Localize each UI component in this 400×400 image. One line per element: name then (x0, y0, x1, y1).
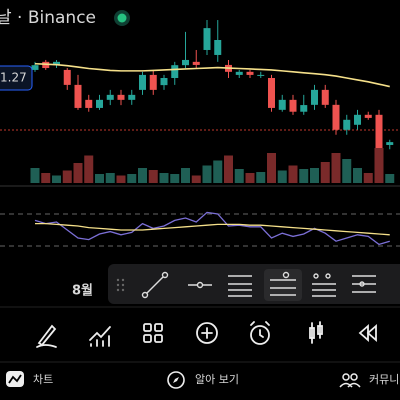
nav-label: 커뮤니 (369, 373, 399, 386)
nav-label: 알아 보기 (195, 372, 239, 386)
candle-body (203, 28, 211, 50)
candle-body (311, 89, 318, 105)
volume-bar (277, 170, 287, 183)
candle-body (321, 89, 329, 105)
volume-bar (105, 173, 115, 183)
moving-average (34, 62, 390, 88)
volume-bar (127, 174, 137, 183)
drag-handle (116, 278, 125, 292)
chart-area: 1.27 (0, 20, 400, 247)
volume-bar (299, 169, 309, 183)
volume-bar (374, 148, 384, 183)
volume-bar (267, 153, 276, 183)
rsi-average (35, 222, 390, 236)
volume-bar (245, 173, 255, 183)
candle-body (182, 59, 189, 66)
volume-bar (138, 168, 147, 183)
nav-label: 차트 (33, 373, 53, 386)
candle-body (257, 74, 265, 76)
volume-bar (30, 168, 40, 183)
fib-tool[interactable] (264, 269, 302, 301)
candle-body (278, 99, 286, 110)
candle-body (63, 69, 71, 85)
candle-body (214, 40, 222, 55)
status-dot (117, 13, 127, 23)
candle-body (106, 94, 114, 100)
volume-bar (213, 160, 223, 183)
pitchfork-tool[interactable] (312, 273, 336, 297)
volume-bar (191, 175, 201, 183)
volume-bar (52, 175, 61, 183)
price-label-box (0, 65, 33, 91)
rsi-line (34, 211, 390, 246)
replay-button[interactable] (358, 324, 377, 342)
nav-chart[interactable]: 차트 (6, 371, 53, 387)
volume-bar (310, 168, 319, 183)
candle-body (246, 71, 254, 75)
candle-body (117, 94, 125, 100)
candle-body (171, 65, 179, 78)
candle-body (96, 99, 103, 108)
gann-tool[interactable] (352, 275, 376, 293)
volume-bar (385, 174, 395, 183)
price-label: 1.27 (0, 71, 27, 85)
volume-bar (288, 165, 298, 183)
candle-body (128, 94, 136, 100)
trend-line-tool[interactable] (141, 271, 169, 299)
candle-body (289, 99, 297, 112)
volume-bar (256, 172, 266, 183)
volume-bar (148, 170, 158, 183)
candle-body (268, 78, 275, 108)
volume-bar (62, 170, 72, 183)
volume-bar (84, 155, 94, 183)
candle-body (235, 71, 243, 75)
volume-bar (234, 169, 244, 183)
alert-button[interactable] (250, 321, 270, 345)
indicators-button[interactable] (89, 326, 111, 347)
volume-bar (353, 168, 362, 183)
volume-bar (41, 173, 51, 183)
volume-bar (159, 173, 169, 183)
volume-bar (363, 173, 373, 183)
horizontal-ray-tool[interactable] (188, 281, 212, 289)
candle-body (53, 61, 60, 66)
add-button[interactable] (196, 322, 218, 344)
draw-button[interactable] (36, 324, 57, 348)
candle-body (364, 114, 372, 118)
candle-body (85, 99, 93, 108)
time-axis-label: 8월 (72, 283, 93, 299)
volume-bar (116, 175, 126, 183)
volume-bar (170, 174, 180, 183)
nav-community[interactable]: 커뮤니 (339, 373, 399, 388)
candle-body (74, 84, 82, 108)
volume-bar (181, 168, 190, 183)
symbol-title: 날 · Binance (0, 8, 96, 28)
volume-bar (73, 163, 83, 183)
candle-body (192, 61, 200, 65)
volume-bar (95, 174, 104, 183)
chart-type-button[interactable] (309, 321, 323, 344)
parallel-channel-tool[interactable] (228, 275, 252, 297)
candle-body (343, 119, 351, 130)
volume-bar (224, 155, 233, 183)
candle-body (354, 114, 361, 125)
candle-body (300, 105, 308, 112)
volume-bar (342, 159, 352, 183)
candle-body (386, 142, 394, 145)
candle-body (139, 74, 146, 90)
candle-body (160, 78, 168, 86)
volume-bar (320, 162, 330, 183)
candle-body (332, 104, 340, 130)
candle-body (31, 65, 39, 70)
candle-body (149, 74, 157, 90)
layout-button[interactable] (143, 323, 163, 343)
volume-bar (202, 165, 212, 183)
volume-bar (331, 153, 341, 183)
nav-explore[interactable]: 알아 보기 (167, 371, 239, 389)
candle-body (375, 114, 383, 150)
